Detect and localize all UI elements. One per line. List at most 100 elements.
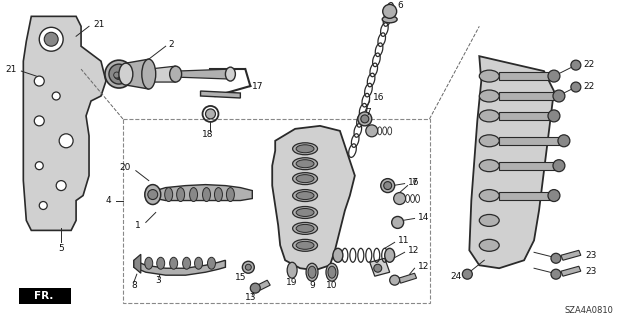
Text: SZA4A0810: SZA4A0810 bbox=[564, 306, 613, 315]
Text: 14: 14 bbox=[417, 213, 429, 222]
Circle shape bbox=[116, 73, 122, 79]
Circle shape bbox=[44, 32, 58, 46]
Text: 8: 8 bbox=[131, 281, 137, 290]
Ellipse shape bbox=[479, 135, 499, 147]
Ellipse shape bbox=[479, 70, 499, 82]
Bar bbox=[499, 72, 554, 80]
Bar bbox=[499, 92, 559, 100]
Ellipse shape bbox=[296, 209, 314, 217]
Circle shape bbox=[114, 73, 120, 79]
Text: 22: 22 bbox=[584, 82, 595, 91]
Circle shape bbox=[571, 82, 581, 92]
Ellipse shape bbox=[202, 188, 211, 202]
Ellipse shape bbox=[292, 189, 317, 202]
Ellipse shape bbox=[296, 145, 314, 153]
Ellipse shape bbox=[227, 188, 234, 202]
Circle shape bbox=[245, 264, 252, 270]
Text: 13: 13 bbox=[244, 293, 256, 301]
Ellipse shape bbox=[119, 63, 133, 85]
Circle shape bbox=[52, 92, 60, 100]
Circle shape bbox=[366, 125, 378, 137]
Bar bbox=[19, 288, 71, 304]
Bar bbox=[499, 112, 554, 120]
Circle shape bbox=[361, 115, 369, 123]
Polygon shape bbox=[257, 280, 270, 290]
Ellipse shape bbox=[479, 214, 499, 226]
Text: 12: 12 bbox=[408, 246, 419, 255]
Ellipse shape bbox=[164, 188, 173, 202]
Polygon shape bbox=[200, 91, 241, 98]
Circle shape bbox=[205, 109, 216, 119]
Circle shape bbox=[374, 264, 381, 272]
Ellipse shape bbox=[382, 16, 397, 23]
Circle shape bbox=[35, 76, 44, 86]
Ellipse shape bbox=[145, 185, 161, 204]
Text: 9: 9 bbox=[309, 281, 315, 290]
Ellipse shape bbox=[328, 266, 336, 278]
Ellipse shape bbox=[296, 160, 314, 168]
Circle shape bbox=[56, 181, 66, 190]
Polygon shape bbox=[175, 69, 230, 79]
Text: 20: 20 bbox=[120, 163, 131, 172]
Text: 23: 23 bbox=[586, 267, 597, 276]
Text: 19: 19 bbox=[286, 278, 298, 287]
Text: 6: 6 bbox=[397, 1, 403, 10]
Circle shape bbox=[118, 71, 124, 77]
Circle shape bbox=[105, 60, 133, 88]
Text: 1: 1 bbox=[135, 221, 141, 230]
Ellipse shape bbox=[292, 173, 317, 185]
Text: 2: 2 bbox=[169, 40, 174, 49]
Ellipse shape bbox=[170, 257, 178, 269]
Ellipse shape bbox=[157, 257, 164, 269]
Ellipse shape bbox=[287, 262, 297, 278]
Ellipse shape bbox=[479, 160, 499, 172]
Circle shape bbox=[551, 269, 561, 279]
Text: 22: 22 bbox=[584, 60, 595, 69]
Ellipse shape bbox=[142, 59, 156, 89]
Circle shape bbox=[381, 179, 395, 193]
Circle shape bbox=[571, 60, 581, 70]
Ellipse shape bbox=[177, 188, 184, 202]
Circle shape bbox=[384, 182, 392, 189]
Text: 3: 3 bbox=[155, 276, 161, 285]
Ellipse shape bbox=[145, 257, 153, 269]
Text: 4: 4 bbox=[106, 196, 111, 205]
Ellipse shape bbox=[292, 222, 317, 234]
Polygon shape bbox=[23, 16, 106, 230]
Text: 24: 24 bbox=[450, 272, 461, 281]
Circle shape bbox=[243, 261, 254, 273]
Text: 12: 12 bbox=[417, 262, 429, 271]
Circle shape bbox=[35, 116, 44, 126]
Circle shape bbox=[59, 134, 73, 148]
Text: 16: 16 bbox=[408, 178, 419, 187]
Circle shape bbox=[548, 110, 560, 122]
Bar bbox=[499, 162, 559, 170]
Bar bbox=[499, 137, 564, 145]
Ellipse shape bbox=[385, 248, 395, 262]
Circle shape bbox=[35, 162, 44, 170]
Text: 21: 21 bbox=[93, 20, 104, 29]
Polygon shape bbox=[148, 66, 175, 82]
Ellipse shape bbox=[214, 188, 223, 202]
Ellipse shape bbox=[292, 143, 317, 155]
Circle shape bbox=[551, 253, 561, 263]
Circle shape bbox=[114, 72, 120, 78]
Ellipse shape bbox=[479, 110, 499, 122]
Ellipse shape bbox=[195, 257, 202, 269]
Circle shape bbox=[558, 135, 570, 147]
Text: 5: 5 bbox=[58, 244, 64, 253]
Circle shape bbox=[394, 193, 406, 204]
Circle shape bbox=[390, 275, 399, 285]
Bar bbox=[499, 192, 554, 199]
Polygon shape bbox=[126, 59, 148, 89]
Text: 7: 7 bbox=[365, 108, 371, 117]
Text: 15: 15 bbox=[235, 273, 246, 282]
Circle shape bbox=[39, 27, 63, 51]
Text: 21: 21 bbox=[5, 65, 17, 74]
Circle shape bbox=[548, 70, 560, 82]
Circle shape bbox=[383, 4, 397, 19]
Circle shape bbox=[358, 112, 372, 126]
Ellipse shape bbox=[306, 263, 318, 281]
Circle shape bbox=[109, 64, 129, 84]
Polygon shape bbox=[156, 185, 252, 201]
